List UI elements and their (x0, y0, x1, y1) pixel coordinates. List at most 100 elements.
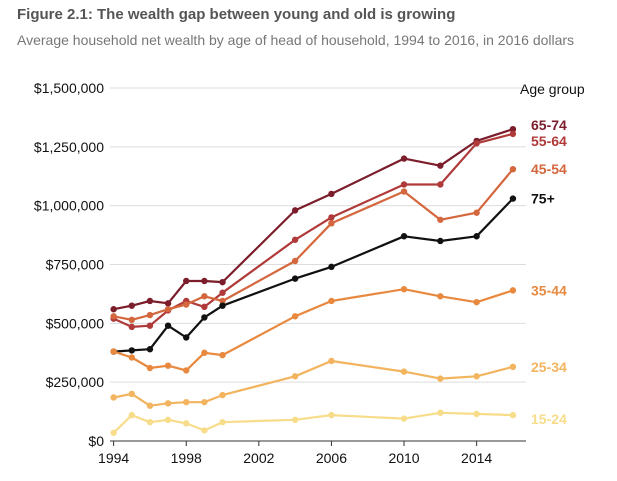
x-axis-ticks: 1994 1998 2002 2006 2010 2014 (98, 441, 492, 466)
data-point (328, 297, 335, 305)
data-point (146, 346, 154, 353)
data-point (291, 275, 299, 282)
data-point (164, 300, 172, 307)
data-point (201, 303, 208, 311)
data-point (473, 140, 480, 147)
y-tick-label: $750,000 (46, 257, 105, 273)
data-point (110, 348, 117, 355)
data-point (437, 162, 444, 169)
data-point (219, 391, 226, 399)
data-point (509, 195, 517, 202)
data-point (291, 257, 299, 265)
series-25-34 (110, 357, 517, 409)
data-point (146, 418, 154, 426)
data-point (328, 263, 335, 271)
data-point (400, 155, 408, 162)
data-point (128, 347, 135, 354)
series-75+ (110, 195, 517, 355)
data-point (201, 398, 208, 406)
data-point (183, 301, 190, 308)
series-label-45-54: 45-54 (531, 161, 567, 177)
data-point (509, 411, 517, 419)
data-point (400, 368, 408, 375)
data-point (291, 373, 299, 380)
series-15-24 (110, 409, 517, 436)
data-point (509, 130, 517, 138)
series-label-65-74: 65-74 (531, 117, 567, 133)
data-point (509, 363, 517, 371)
data-point (328, 214, 335, 221)
data-point (219, 351, 226, 359)
data-point (400, 188, 408, 195)
data-point (110, 429, 117, 436)
data-point (473, 233, 480, 240)
y-tick-label: $500,000 (46, 315, 105, 331)
data-point (291, 207, 299, 214)
y-tick-label: $1,250,000 (34, 139, 104, 155)
data-point (509, 287, 517, 294)
data-point (183, 420, 190, 427)
data-point (128, 390, 135, 398)
data-point (400, 181, 408, 188)
data-point (164, 416, 172, 424)
series-label-25-34: 25-34 (531, 359, 567, 375)
x-tick-label: 2002 (243, 450, 274, 466)
data-point (291, 313, 299, 320)
data-point (437, 181, 444, 188)
data-point (110, 313, 117, 320)
data-point (509, 125, 517, 133)
series-line (113, 197, 514, 353)
data-point (128, 411, 135, 419)
y-tick-label: $1,500,000 (34, 80, 104, 96)
data-point (473, 209, 480, 216)
data-point (146, 402, 154, 409)
series-label-55-64: 55-64 (531, 133, 567, 149)
data-point (219, 418, 226, 426)
data-point (437, 237, 444, 245)
x-tick-label: 1994 (98, 450, 129, 466)
y-tick-label: $1,000,000 (34, 198, 104, 214)
series-label-75+: 75+ (531, 191, 555, 207)
data-point (146, 364, 154, 372)
series-label-35-44: 35-44 (531, 282, 567, 298)
data-point (164, 362, 172, 369)
data-point (473, 410, 480, 418)
data-point (291, 416, 299, 424)
data-point (110, 306, 117, 313)
data-point (164, 400, 172, 407)
data-point (400, 233, 408, 240)
data-point (201, 293, 208, 300)
series-45-54 (110, 165, 517, 324)
data-point (201, 277, 208, 285)
data-point (183, 334, 190, 341)
gridlines (110, 87, 526, 442)
data-point (437, 375, 444, 382)
data-point (328, 357, 335, 365)
data-point (219, 278, 226, 286)
data-point (219, 289, 226, 296)
data-point (437, 216, 444, 223)
data-point (183, 398, 190, 406)
data-point (128, 316, 135, 324)
data-point (400, 415, 408, 422)
data-point (128, 302, 135, 309)
data-point (400, 286, 408, 293)
data-point (328, 411, 335, 419)
data-point (183, 277, 190, 285)
data-point (201, 427, 208, 434)
x-tick-label: 1998 (171, 450, 202, 466)
data-point (328, 220, 335, 227)
data-point (291, 236, 299, 243)
data-point (146, 311, 154, 319)
legend-title: Age group (520, 81, 585, 97)
data-point (146, 297, 154, 305)
chart-subtitle: Average household net wealth by age of h… (17, 32, 575, 48)
data-point (437, 293, 444, 300)
series-lines (110, 125, 517, 436)
data-point (473, 373, 480, 380)
data-point (164, 306, 172, 313)
data-point (146, 322, 154, 329)
y-tick-label: $0 (88, 433, 104, 449)
x-tick-label: 2006 (316, 450, 347, 466)
